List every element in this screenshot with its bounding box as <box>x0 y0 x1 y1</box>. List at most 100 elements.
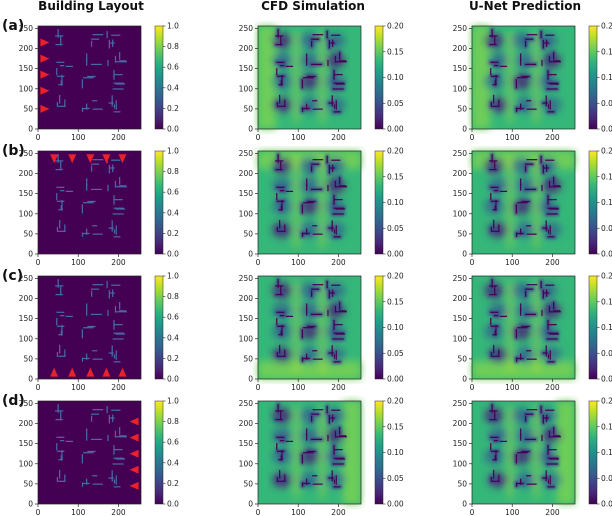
building <box>115 333 126 335</box>
y-tick-label: 50 <box>23 479 33 488</box>
building <box>81 357 84 362</box>
building <box>339 301 341 310</box>
building <box>81 232 84 237</box>
building <box>328 352 334 354</box>
building <box>311 40 313 47</box>
building <box>333 207 344 209</box>
colorbar <box>154 25 164 130</box>
building <box>548 449 557 451</box>
building <box>301 454 303 464</box>
building <box>545 220 547 232</box>
building <box>281 324 283 335</box>
building <box>83 202 94 204</box>
panel-layout-a: 0 50 100 150 200 250 0 100 200 0.0 0.2 0.4 0.6 0.8 1.0 <box>19 22 179 143</box>
building <box>86 58 88 66</box>
building <box>311 38 320 40</box>
building <box>281 74 283 85</box>
y-tick-label: 200 <box>453 44 468 53</box>
building <box>307 200 316 203</box>
colorbar-tick-label: 0.05 <box>387 349 404 358</box>
building <box>553 51 555 60</box>
building <box>59 65 65 67</box>
building <box>544 417 549 419</box>
building <box>540 405 542 414</box>
building <box>333 82 344 84</box>
building <box>516 357 524 360</box>
wind-arrow <box>68 154 77 164</box>
building <box>86 478 88 485</box>
x-tick-label: 0 <box>256 133 261 142</box>
colorbar-tick-label: 0.15 <box>601 172 612 181</box>
building <box>82 482 90 485</box>
building <box>113 486 121 488</box>
building <box>547 104 550 109</box>
wind-arrow <box>40 54 50 63</box>
building <box>58 209 63 211</box>
building <box>56 311 65 313</box>
panel-cfd-d: 0 50 100 150 200 250 0 100 200 0.00 0.05 0.10 0.15 0.… <box>239 397 404 516</box>
building <box>524 63 536 65</box>
y-tick-label: 200 <box>19 294 34 303</box>
building <box>285 440 294 442</box>
building <box>494 330 496 336</box>
building <box>276 102 279 107</box>
building <box>492 334 497 336</box>
building <box>491 154 493 163</box>
building <box>490 61 499 63</box>
building <box>493 315 499 317</box>
building <box>279 190 285 192</box>
colorbar-tick-label: 0.15 <box>387 172 404 181</box>
building <box>526 284 538 286</box>
building <box>541 184 543 192</box>
building <box>547 354 550 359</box>
building <box>275 285 284 287</box>
building <box>520 428 522 436</box>
building <box>547 445 549 455</box>
building <box>311 165 313 172</box>
building <box>491 29 493 38</box>
colorbar-tick-label: 0.05 <box>601 349 612 358</box>
building <box>275 160 284 162</box>
building <box>548 74 557 76</box>
y-tick-label: 150 <box>453 189 468 198</box>
building <box>113 207 124 209</box>
building <box>306 478 308 485</box>
building <box>540 30 542 39</box>
building <box>310 438 322 440</box>
building <box>312 159 324 161</box>
x-tick-label: 100 <box>505 383 520 392</box>
building <box>115 100 117 110</box>
building <box>520 53 522 61</box>
wind-arrow <box>129 465 139 474</box>
row-label-d: (d) <box>2 393 25 409</box>
building <box>526 483 537 485</box>
building <box>92 34 104 36</box>
building <box>301 329 303 339</box>
building <box>328 289 330 299</box>
y-tick-label: 150 <box>19 189 34 198</box>
building <box>275 418 283 421</box>
building <box>499 65 508 67</box>
building <box>525 290 527 297</box>
building <box>490 325 499 327</box>
building <box>547 82 558 84</box>
building <box>55 285 64 287</box>
building <box>280 80 282 86</box>
building <box>60 455 62 461</box>
panel-cfd-a: 0 50 100 150 200 250 0 100 200 0.00 0.05 0.10 0.15 0.… <box>239 22 404 143</box>
building <box>279 344 281 354</box>
building <box>332 338 344 340</box>
building <box>56 352 59 357</box>
building <box>64 349 66 357</box>
colorbar-tick-label: 0.8 <box>167 417 179 426</box>
building <box>333 70 335 80</box>
building <box>114 305 117 313</box>
column-title-unet: U-Net Prediction <box>469 0 581 13</box>
building <box>110 292 115 294</box>
building <box>542 352 548 354</box>
building <box>498 224 500 232</box>
panel-layout-c: 0 50 100 150 200 250 0 100 200 0.0 0.2 0.4 0.6 0.8 1.0 <box>19 272 179 393</box>
building <box>520 433 522 441</box>
colorbar <box>154 400 164 505</box>
y-tick-label: 100 <box>239 334 254 343</box>
